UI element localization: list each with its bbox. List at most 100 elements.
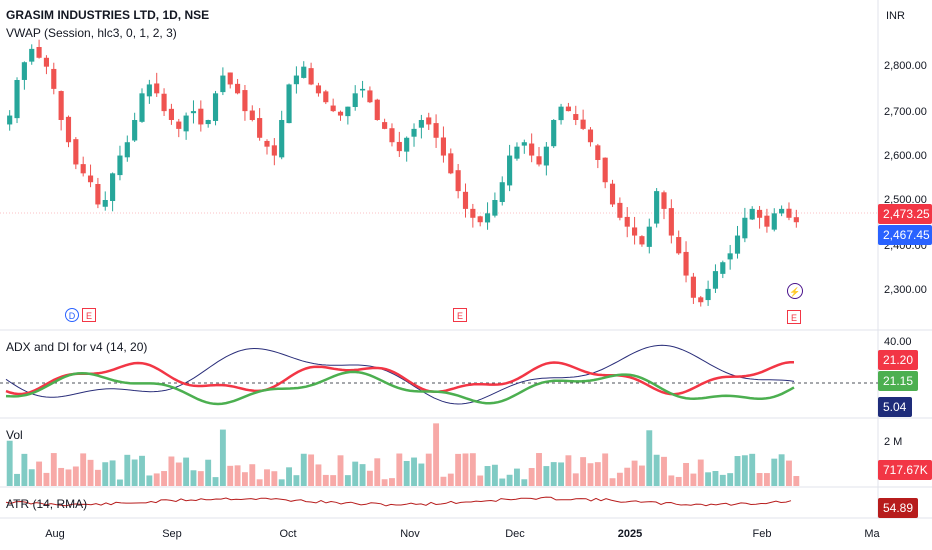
atr-legend[interactable]: ATR (14, RMA): [6, 497, 88, 511]
candle-body: [51, 68, 57, 89]
candle-body: [654, 191, 660, 224]
volume-bar: [344, 475, 351, 486]
volume-bar: [469, 453, 476, 486]
candle-body: [293, 75, 299, 85]
volume-bar: [117, 479, 123, 486]
candle-body: [235, 83, 241, 94]
atr-tag: 54.89: [878, 498, 918, 518]
candle-body: [58, 91, 64, 120]
earnings-badge-upcoming[interactable]: E: [787, 310, 801, 324]
candle-body: [249, 110, 255, 120]
volume-bar: [734, 456, 741, 486]
volume-bar: [705, 472, 712, 486]
currency-label[interactable]: INR: [886, 10, 905, 22]
candle-body: [242, 90, 248, 112]
candle-body: [602, 157, 608, 183]
earnings-badge[interactable]: E: [82, 308, 96, 322]
candle-body: [308, 68, 314, 85]
candle-body: [786, 208, 792, 218]
candle-body: [551, 120, 557, 147]
volume-bar: [94, 469, 101, 486]
volume-bar: [6, 440, 13, 486]
volume-bar: [87, 459, 94, 486]
volume-bar: [308, 454, 315, 486]
volume-bar: [616, 472, 623, 486]
candle-body: [404, 137, 410, 152]
volume-bar: [536, 453, 542, 486]
volume-bar: [499, 478, 506, 486]
dividend-badge[interactable]: D: [65, 308, 79, 322]
volume-bar: [491, 464, 498, 486]
adx-legend[interactable]: ADX and DI for v4 (14, 20): [6, 340, 148, 354]
candle-body: [462, 191, 469, 209]
volume-bar: [168, 456, 175, 486]
candle-body: [764, 215, 770, 227]
candle-body: [367, 90, 373, 103]
candle-body: [712, 271, 719, 289]
volume-bar: [359, 464, 366, 486]
candle-body: [183, 115, 189, 132]
candle-body: [168, 108, 174, 120]
candle-body: [43, 57, 50, 67]
candle-body: [65, 116, 72, 143]
candle-body: [418, 120, 424, 128]
candle-body: [426, 117, 432, 125]
candle-body: [95, 184, 101, 205]
time-label: Ma: [864, 528, 880, 540]
candle-body: [271, 145, 277, 156]
volume-bar: [249, 464, 256, 486]
di-minus-line: [5, 360, 794, 396]
candle-body: [139, 93, 145, 122]
candle-body: [374, 99, 380, 120]
adx-top-tick: 40.00: [884, 336, 912, 348]
di-plus-tag: 21.15: [878, 371, 918, 391]
volume-bar: [80, 453, 87, 486]
volume-bar: [72, 466, 79, 486]
volume-bar: [234, 465, 241, 486]
candle-body: [727, 253, 733, 260]
volume-bar: [763, 473, 770, 486]
candle-body: [470, 208, 476, 218]
volume-bar: [690, 473, 697, 486]
candle-body: [639, 236, 645, 245]
candle-body: [536, 156, 542, 165]
candle-body: [484, 213, 491, 223]
candle-body: [690, 276, 696, 298]
candle-body: [154, 83, 160, 94]
symbol-title[interactable]: GRASIM INDUSTRIES LTD, 1D, NSE: [6, 8, 210, 22]
candle-body: [198, 108, 204, 125]
volume-bar: [286, 467, 292, 486]
volume-bar: [594, 462, 601, 486]
volume-bar: [668, 475, 675, 486]
volume-bar: [256, 479, 263, 486]
candle-body: [7, 115, 13, 125]
volume-bar: [447, 473, 454, 486]
candle-body: [529, 143, 535, 156]
flash-event-icon[interactable]: ⚡: [787, 283, 803, 299]
candle-body: [624, 216, 630, 227]
vwap-legend[interactable]: VWAP (Session, hlc3, 0, 1, 2, 3): [6, 26, 177, 40]
volume-bar: [653, 454, 660, 486]
volume-bar: [183, 457, 190, 486]
volume-bar: [771, 458, 778, 486]
volume-bar: [455, 453, 462, 486]
volume-tag: 717.67K: [878, 460, 932, 480]
volume-bar: [646, 430, 653, 486]
earnings-badge[interactable]: E: [453, 308, 467, 322]
candle-body: [668, 208, 674, 236]
candle-body: [264, 140, 270, 147]
time-label: Feb: [752, 528, 772, 540]
volume-bar: [440, 476, 447, 486]
candle-body: [698, 297, 704, 303]
volume-bar: [550, 462, 557, 486]
volume-bar: [124, 454, 131, 486]
candle-body: [80, 164, 86, 174]
volume-bar: [161, 471, 168, 486]
volume-legend[interactable]: Vol: [6, 428, 23, 442]
candle-body: [382, 122, 388, 129]
volume-bar: [58, 467, 65, 486]
candle-body: [132, 120, 138, 141]
volume-bar: [131, 459, 138, 486]
